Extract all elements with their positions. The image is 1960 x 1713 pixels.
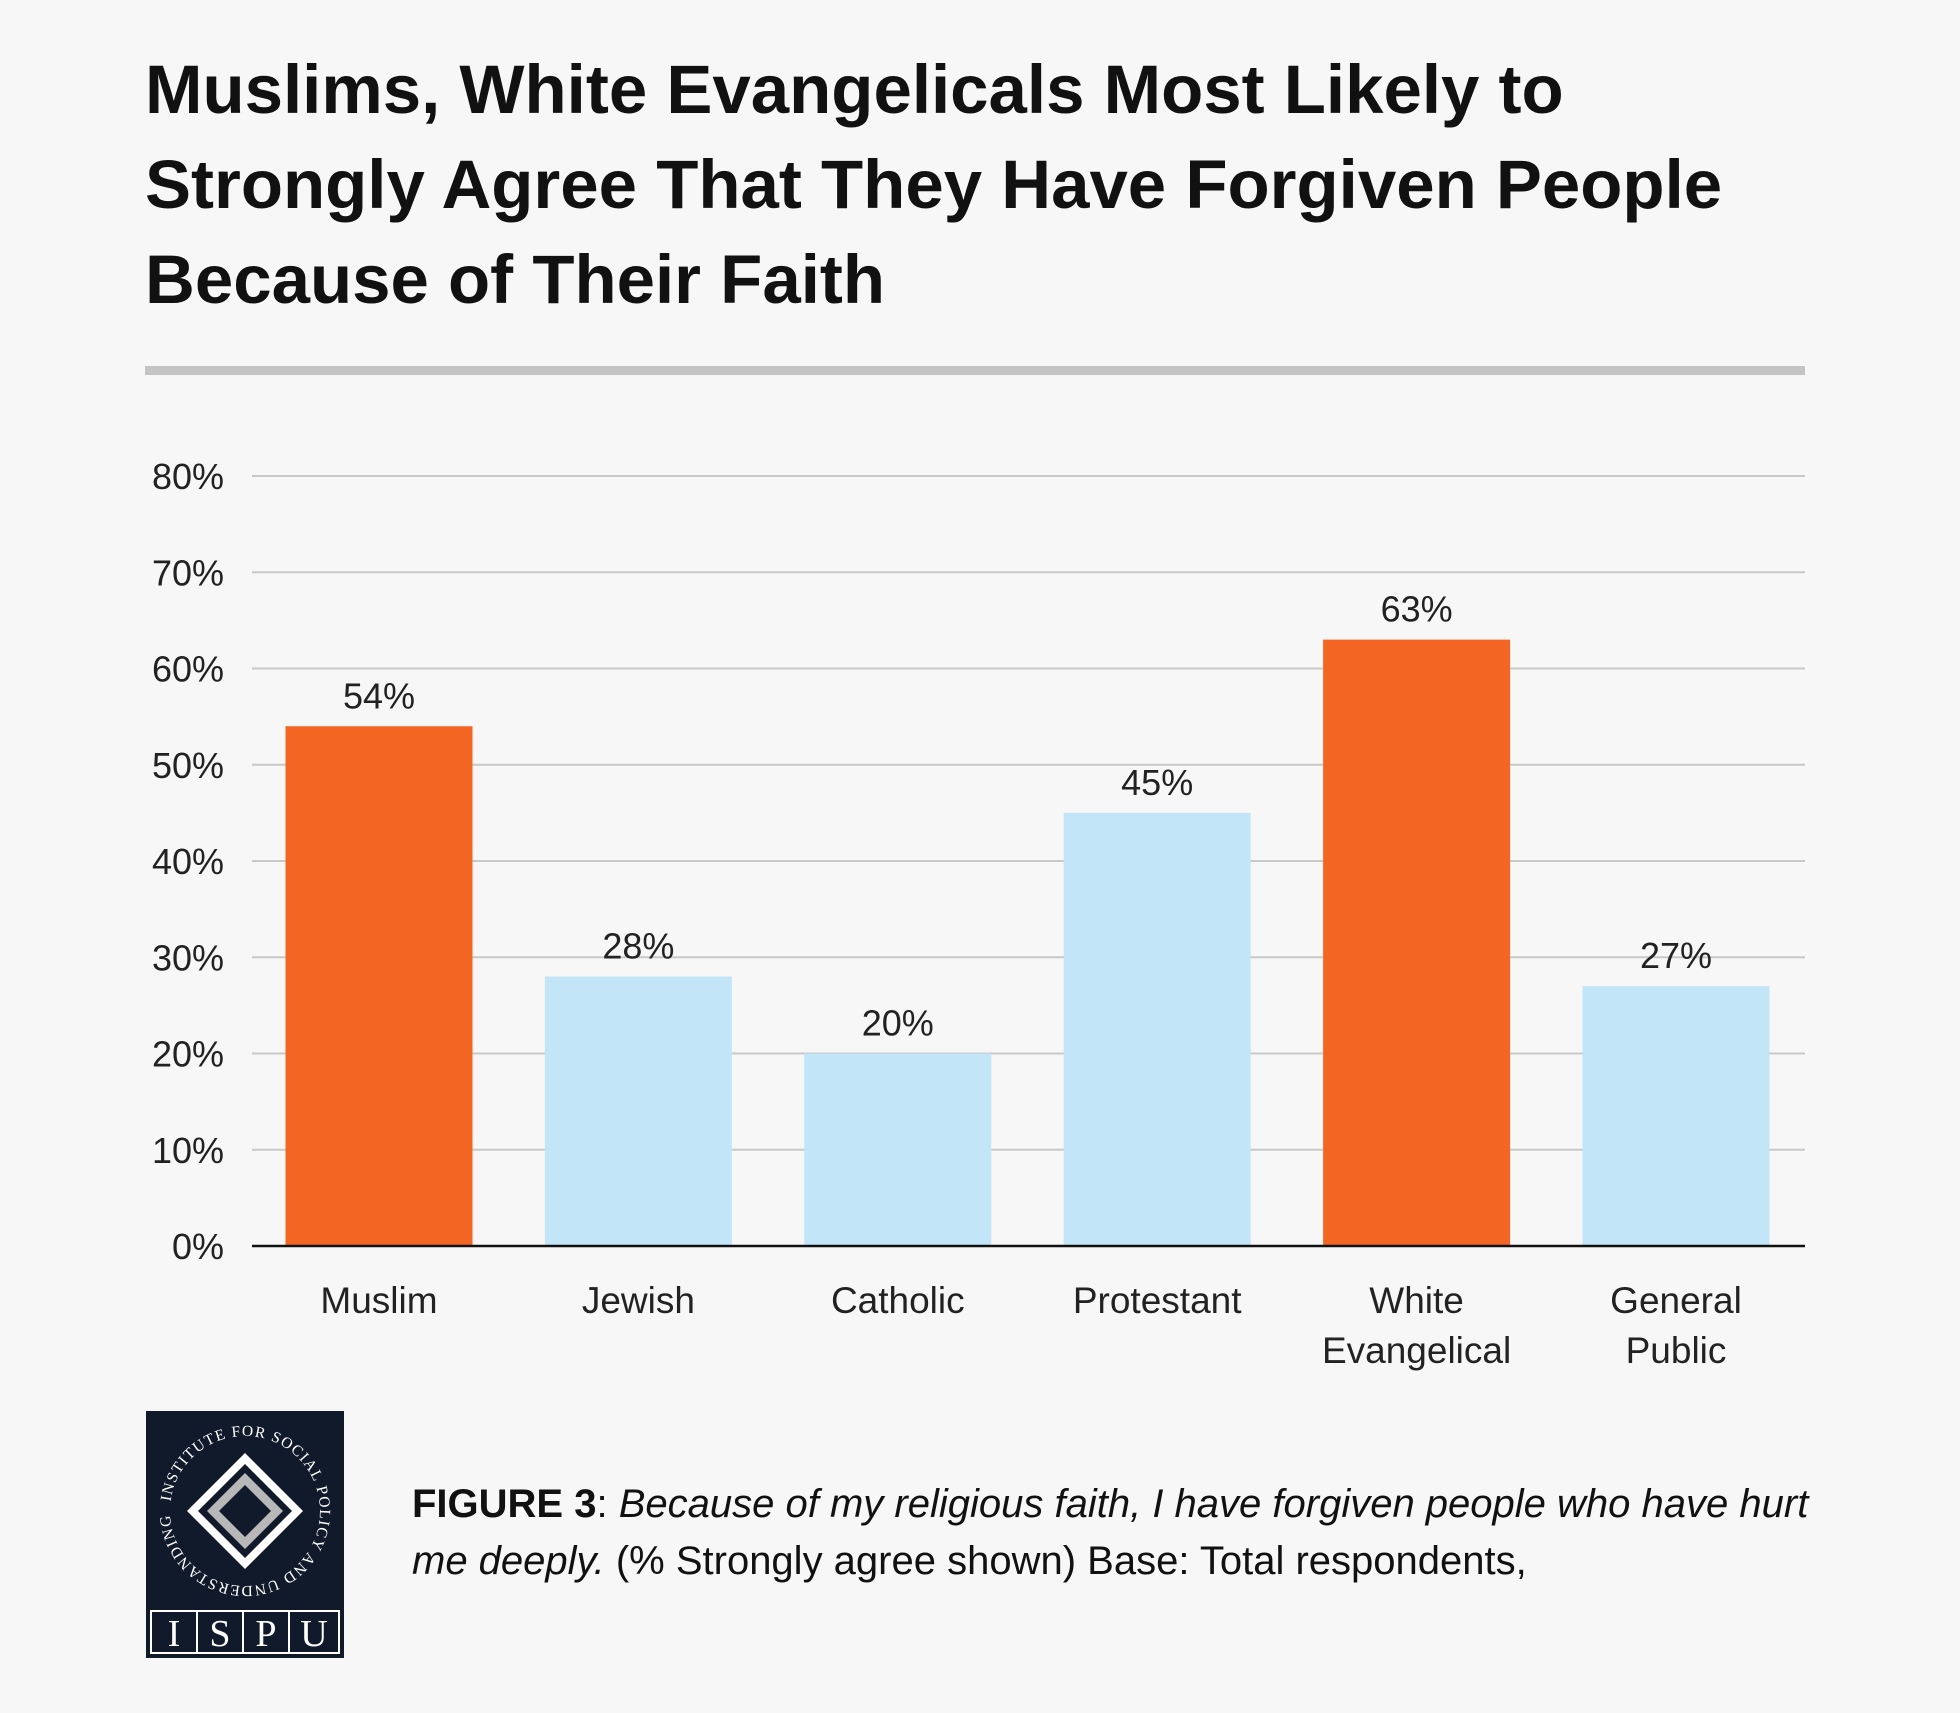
bar bbox=[804, 1053, 992, 1246]
logo-letter-u: U bbox=[300, 1613, 327, 1655]
y-tick-label: 70% bbox=[152, 552, 224, 593]
y-tick-label: 60% bbox=[152, 649, 224, 690]
bar bbox=[1063, 812, 1251, 1246]
logo-letter-i: I bbox=[168, 1613, 181, 1655]
bar-value-label: 63% bbox=[1381, 589, 1453, 630]
title-line-2: Strongly Agree That They Have Forgiven P… bbox=[145, 146, 1723, 223]
y-tick-label: 10% bbox=[152, 1130, 224, 1171]
y-tick-label: 50% bbox=[152, 745, 224, 786]
y-tick-label: 20% bbox=[152, 1034, 224, 1075]
figure-number: FIGURE 3 bbox=[412, 1482, 597, 1526]
bar-value-label: 20% bbox=[862, 1003, 934, 1044]
title-divider bbox=[145, 366, 1805, 375]
bar-chart: 0% 10% 20% 30% 40% 50% 60% 70% 80% 54% Muslim 28% Je… bbox=[152, 456, 1805, 1371]
x-category-label: Muslim bbox=[320, 1280, 437, 1321]
ispu-logo: INSTITUTE FOR SOCIAL POLICY AND UNDERSTA… bbox=[146, 1411, 344, 1658]
figure-caption: FIGURE 3: Because of my religious faith,… bbox=[412, 1476, 1872, 1590]
bar-value-label: 27% bbox=[1640, 935, 1712, 976]
bar bbox=[285, 726, 473, 1246]
x-category-label: Public bbox=[1626, 1330, 1727, 1371]
x-category-label: White bbox=[1369, 1280, 1464, 1321]
x-category-label: Catholic bbox=[831, 1280, 965, 1321]
logo-letter-s: S bbox=[209, 1613, 230, 1655]
bar bbox=[1323, 639, 1511, 1246]
bar bbox=[1582, 986, 1770, 1246]
title-line-3: Because of Their Faith bbox=[145, 241, 885, 318]
y-tick-label: 30% bbox=[152, 937, 224, 978]
x-category-label: Protestant bbox=[1073, 1280, 1242, 1321]
x-category-label: General bbox=[1610, 1280, 1742, 1321]
y-tick-label: 40% bbox=[152, 841, 224, 882]
bar-value-label: 45% bbox=[1121, 762, 1193, 803]
survey-question: Because of my religious faith, I have fo… bbox=[412, 1482, 1809, 1583]
y-tick-label: 80% bbox=[152, 456, 224, 497]
bar-value-label: 28% bbox=[602, 926, 674, 967]
logo-letter-p: P bbox=[255, 1613, 276, 1655]
bar-value-label: 54% bbox=[343, 675, 415, 716]
chart-title: Muslims, White Evangelicals Most Likely … bbox=[145, 42, 1845, 327]
y-tick-label: 0% bbox=[172, 1226, 224, 1267]
x-category-label: Evangelical bbox=[1322, 1330, 1511, 1371]
title-line-1: Muslims, White Evangelicals Most Likely … bbox=[145, 51, 1564, 128]
bar bbox=[544, 976, 732, 1246]
caption-note: (% Strongly agree shown) Base: Total res… bbox=[615, 1539, 1527, 1583]
x-category-label: Jewish bbox=[582, 1280, 695, 1321]
caption-colon: : bbox=[596, 1482, 619, 1526]
